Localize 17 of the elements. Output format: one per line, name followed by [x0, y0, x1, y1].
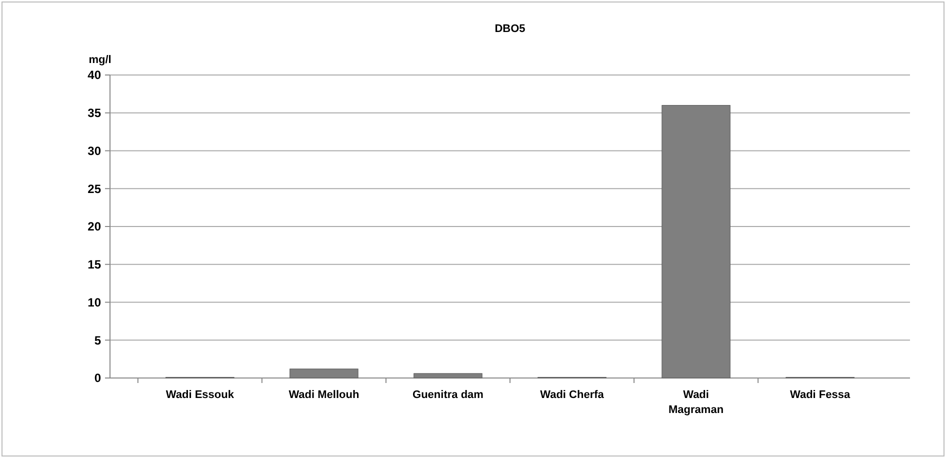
y-tick-label: 30: [88, 144, 102, 158]
x-tick-label: Guenitra dam: [412, 389, 484, 401]
y-tick-label: 10: [88, 295, 102, 310]
x-tick-label: Wadi Magraman: [668, 389, 724, 416]
y-tick-label: 35: [88, 106, 102, 120]
x-tick-label: Wadi Essouk: [166, 389, 235, 401]
y-tick-label: 15: [88, 258, 102, 272]
y-tick-label: 25: [88, 182, 102, 196]
chart-title: DBO5: [494, 23, 526, 35]
y-tick-label: 40: [88, 68, 102, 82]
y-tick-label: 0: [94, 371, 102, 386]
x-tick-label: Wadi Cherfa: [540, 389, 605, 401]
y-tick-label: 20: [88, 220, 102, 234]
x-tick-label: Wadi Fessa: [790, 389, 852, 401]
y-axis-title: mg/l: [88, 54, 112, 66]
y-tick-label: 5: [94, 333, 102, 348]
x-tick-label: Wadi Mellouh: [288, 389, 360, 401]
